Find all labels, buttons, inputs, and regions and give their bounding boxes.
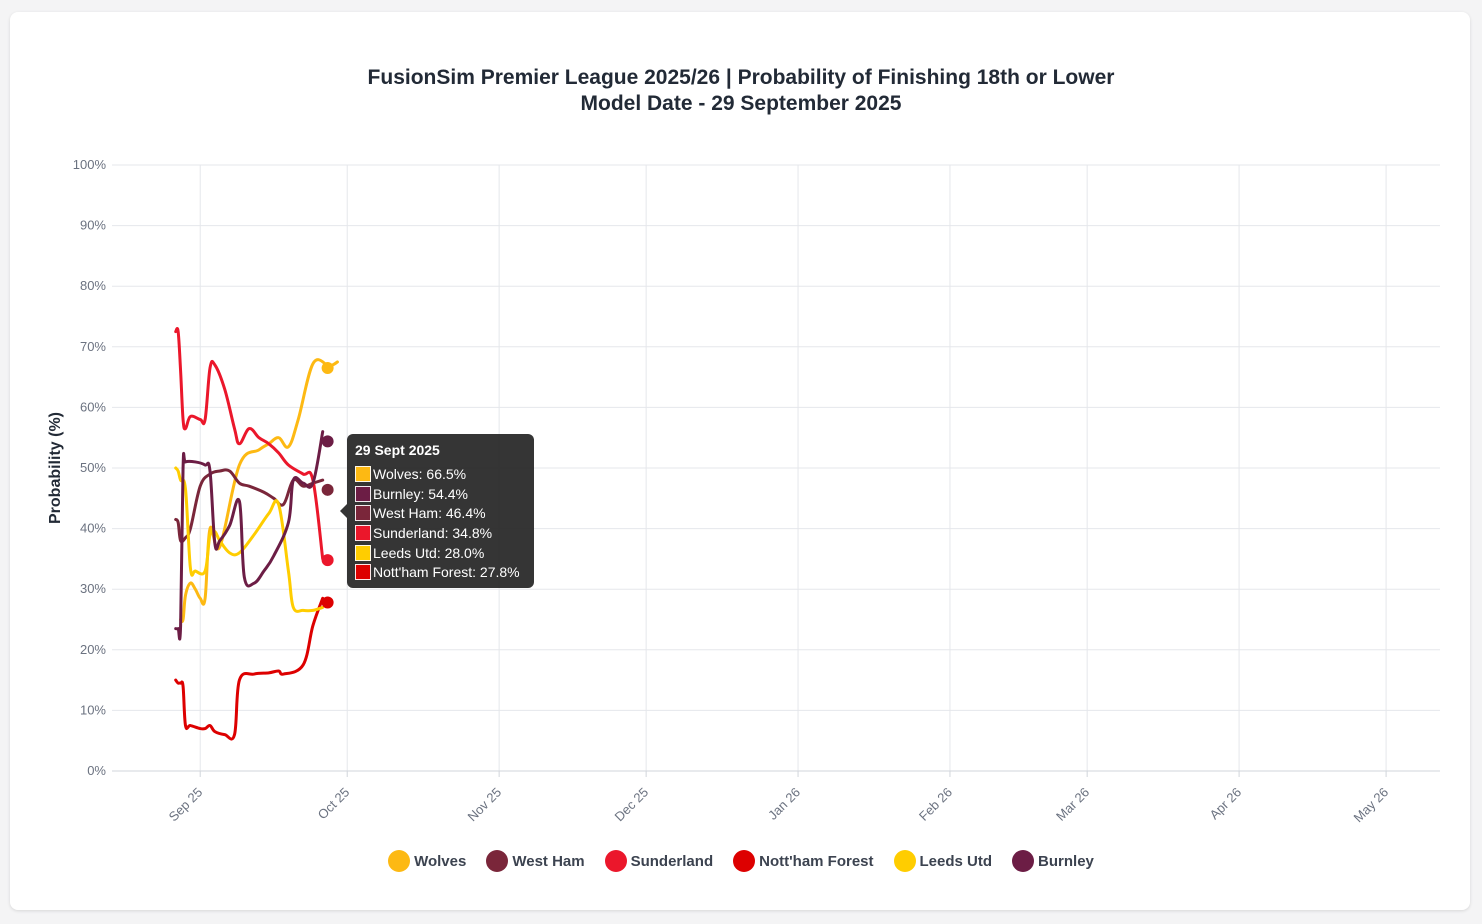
x-tick-label: Feb 26: [916, 785, 955, 824]
legend-color-dot: [893, 850, 916, 872]
legend-label: Leeds Utd: [919, 852, 993, 870]
tooltip-row-text: West Ham: 46.4%: [373, 505, 486, 522]
y-tick-label: 70%: [80, 339, 106, 354]
tooltip-row: Nott'ham Forest: 27.8%: [355, 562, 526, 582]
tooltip-row: West Ham: 46.4%: [355, 503, 526, 523]
legend-label: Sunderland: [630, 852, 714, 870]
tooltip-row-text: Leeds Utd: 28.0%: [373, 544, 485, 561]
chart-title: FusionSim Premier League 2025/26 | Proba…: [367, 66, 1115, 89]
tooltip-row-text: Nott'ham Forest: 27.8%: [373, 564, 520, 581]
x-tick-label: Oct 25: [315, 785, 353, 823]
legend-item[interactable]: Wolves: [388, 850, 466, 872]
tooltip-row-text: Burnley: 54.4%: [373, 485, 468, 502]
tooltip-rows: Wolves: 66.5% Burnley: 54.4% West Ham: 46.…: [355, 464, 526, 582]
legend-item[interactable]: West Ham: [486, 850, 585, 872]
y-tick-label: 80%: [80, 278, 106, 293]
x-tick-label: Sep 25: [166, 785, 206, 825]
hover-tooltip: 29 Sept 2025 Wolves: 66.5% Burnley: 54.4%…: [340, 434, 534, 588]
tooltip-row: Burnley: 54.4%: [355, 484, 526, 504]
chart-card: [10, 12, 1470, 910]
tooltip-swatch: [355, 485, 371, 502]
x-tick-label: Mar 26: [1053, 785, 1092, 824]
endpoint-burnley[interactable]: [321, 435, 334, 448]
x-tick-label: Apr 26: [1207, 785, 1245, 823]
legend: Wolves West Ham Sunderland Nott'ham Forest L…: [0, 850, 1482, 872]
y-axis: 0% 10% 20% 30% 40% 50% 60% 70% 80% 90% 100%: [73, 157, 107, 778]
legend-color-dot: [388, 850, 411, 872]
endpoint-nott-ham-forest[interactable]: [321, 596, 334, 609]
series-lines[interactable]: [174, 327, 339, 741]
legend-label: Nott'ham Forest: [759, 852, 874, 870]
legend-color-dot: [733, 850, 756, 872]
tooltip-arrow: [340, 504, 347, 518]
tooltip-swatch: [355, 505, 371, 522]
series-line-leeds-utd[interactable]: [174, 466, 325, 613]
tooltip-swatch: [355, 524, 371, 541]
legend-item[interactable]: Nott'ham Forest: [733, 850, 874, 872]
y-axis-label: Probability (%): [47, 412, 64, 524]
endpoint-sunderland[interactable]: [321, 554, 334, 567]
series-line-burnley[interactable]: [174, 430, 325, 641]
series-endpoints[interactable]: [321, 362, 334, 609]
tooltip-row: Leeds Utd: 28.0%: [355, 543, 526, 563]
x-axis: Sep 25 Oct 25 Nov 25 Dec 25 Jan 26 Feb 26 Mar …: [166, 785, 1392, 826]
x-tick-label: Dec 25: [612, 785, 652, 825]
tooltip-swatch: [355, 544, 371, 561]
legend-color-dot: [1012, 850, 1035, 872]
y-tick-label: 40%: [80, 521, 106, 536]
legend-color-dot: [604, 850, 627, 872]
chart-subtitle: Model Date - 29 September 2025: [580, 92, 902, 115]
series-line-sunderland[interactable]: [174, 327, 325, 561]
tooltip-swatch: [355, 465, 371, 482]
y-tick-label: 10%: [80, 702, 106, 717]
series-line-nott-ham-forest[interactable]: [174, 596, 325, 741]
tooltip-row-text: Sunderland: 34.8%: [373, 524, 493, 541]
series-line-wolves[interactable]: [179, 358, 339, 623]
tooltip-row: Wolves: 66.5%: [355, 464, 526, 484]
legend-label: Burnley: [1038, 852, 1094, 870]
y-tick-label: 50%: [80, 460, 106, 475]
x-tick-label: Nov 25: [465, 785, 505, 825]
x-tick-label: May 26: [1350, 785, 1391, 826]
tooltip-swatch: [355, 564, 371, 581]
endpoint-wolves[interactable]: [321, 362, 334, 375]
y-tick-label: 90%: [80, 218, 106, 233]
y-tick-label: 20%: [80, 642, 106, 657]
y-tick-label: 0%: [87, 763, 106, 778]
x-tick-label: Jan 26: [765, 785, 803, 823]
tooltip-title: 29 Sept 2025: [355, 442, 440, 458]
legend-color-dot: [486, 850, 509, 872]
y-tick-label: 30%: [80, 581, 106, 596]
y-tick-label: 60%: [80, 399, 106, 414]
legend-item[interactable]: Burnley: [1012, 850, 1094, 872]
tooltip-row: Sunderland: 34.8%: [355, 523, 526, 543]
legend-label: Wolves: [414, 852, 467, 870]
grid: [112, 164, 1440, 777]
legend-item[interactable]: Leeds Utd: [893, 850, 993, 872]
legend-item[interactable]: Sunderland: [604, 850, 714, 872]
endpoint-west-ham[interactable]: [321, 483, 334, 496]
tooltip-row-text: Wolves: 66.5%: [373, 465, 467, 482]
legend-label: West Ham: [512, 852, 585, 870]
y-tick-label: 100%: [73, 157, 107, 172]
